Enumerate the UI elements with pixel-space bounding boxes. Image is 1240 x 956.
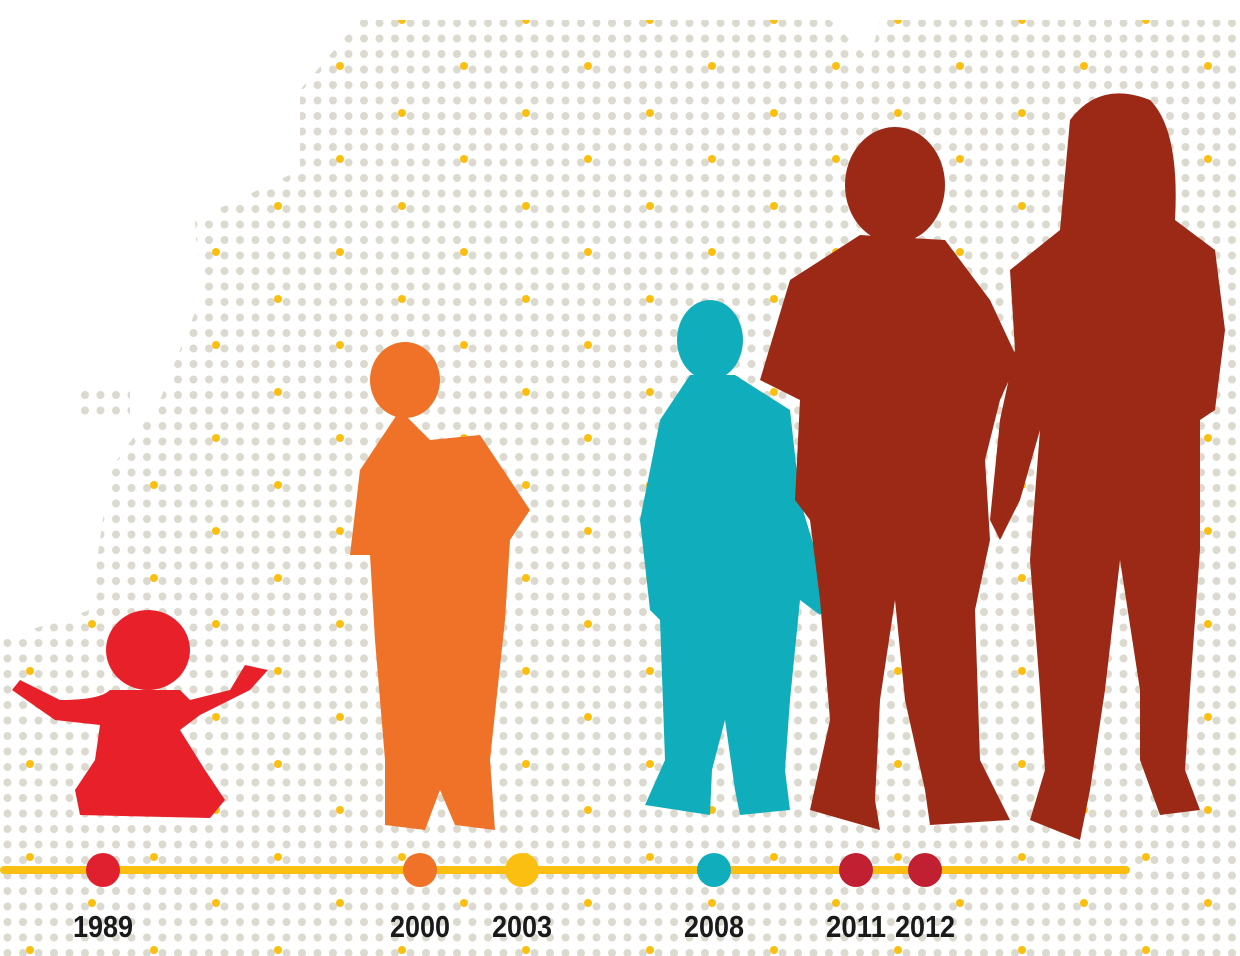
timeline-dot <box>839 853 873 887</box>
timeline-dot <box>697 853 731 887</box>
year-label: 2012 <box>895 909 955 944</box>
year-label: 2000 <box>390 909 450 944</box>
tall-boy-silhouette <box>760 127 1018 830</box>
year-label: 1989 <box>73 909 133 944</box>
timeline-events: 1989 2000 2003 2008 2011 2012 <box>73 853 955 944</box>
year-label: 2011 <box>826 909 886 944</box>
girl-silhouette <box>990 93 1225 841</box>
timeline-line <box>0 866 1130 874</box>
orange-boy-silhouette <box>350 342 530 830</box>
year-label: 2003 <box>492 909 552 944</box>
timeline-dot <box>86 853 120 887</box>
timeline-dot <box>505 853 539 887</box>
year-label: 2008 <box>684 909 744 944</box>
silhouettes <box>12 93 1225 841</box>
timeline-dot <box>403 853 437 887</box>
baby-silhouette <box>12 610 268 818</box>
timeline-dot <box>908 853 942 887</box>
teal-boy-silhouette <box>640 300 830 815</box>
